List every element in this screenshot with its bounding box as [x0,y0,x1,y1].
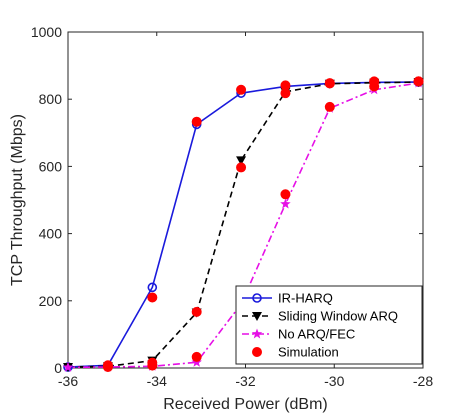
legend-swatch-marker-ir-harq [252,293,262,303]
data-point-no-arq-fec [280,198,291,209]
legend: IR-HARQ Sliding Window ARQ No ARQ/FEC Simul… [235,285,423,365]
data-point-simulation [147,292,158,303]
y-tick-label: 800 [39,91,63,107]
data-point-simulation [369,81,380,92]
data-point-simulation [236,84,247,95]
x-axis-ticks: -36 -34 -32 -30 -28 [58,32,433,389]
y-tick-label: 1000 [31,24,62,40]
x-tick-label: -34 [147,373,167,389]
y-tick-label: 200 [39,293,63,309]
data-point-simulation [324,78,335,89]
legend-swatch-marker-simulation [252,347,262,357]
x-tick-label: -28 [413,373,433,389]
data-point-simulation [191,306,202,317]
legend-label-no-arq-fec: No ARQ/FEC [278,327,355,342]
legend-box [235,285,423,365]
data-point-simulation [280,189,291,200]
x-tick-label: -36 [58,373,78,389]
data-point-simulation [236,162,247,173]
legend-swatch-marker-sliding-window-arq [252,312,262,321]
y-tick-label: 400 [39,226,63,242]
series-line-sliding-window-arq [67,81,419,368]
data-point-simulation [191,116,202,127]
data-point-simulation [191,351,202,362]
data-point-simulation [147,360,158,371]
data-point-ir-harq [147,282,158,293]
x-tick-label: -32 [235,373,255,389]
legend-label-ir-harq: IR-HARQ [278,291,333,306]
legend-swatch-marker-no-arq-fec [251,328,263,339]
data-point-no-arq-fec [62,361,74,372]
data-point-simulation [324,101,335,112]
legend-label-simulation: Simulation [278,345,339,360]
series-markers [62,76,424,372]
y-tick-label: 600 [39,158,63,174]
y-axis-ticks: 0 200 400 600 800 1000 [31,24,423,376]
legend-label-sliding-window-arq: Sliding Window ARQ [278,309,398,324]
x-axis-title: Received Power (dBm) [163,396,328,413]
data-point-simulation [413,76,424,87]
x-tick-label: -30 [324,373,344,389]
data-point-sliding-window-arq [236,156,247,166]
data-point-simulation [102,361,113,372]
y-tick-label: 0 [54,360,62,376]
data-point-simulation [280,88,291,99]
y-axis-title: TCP Throughput (Mbps) [9,114,26,286]
